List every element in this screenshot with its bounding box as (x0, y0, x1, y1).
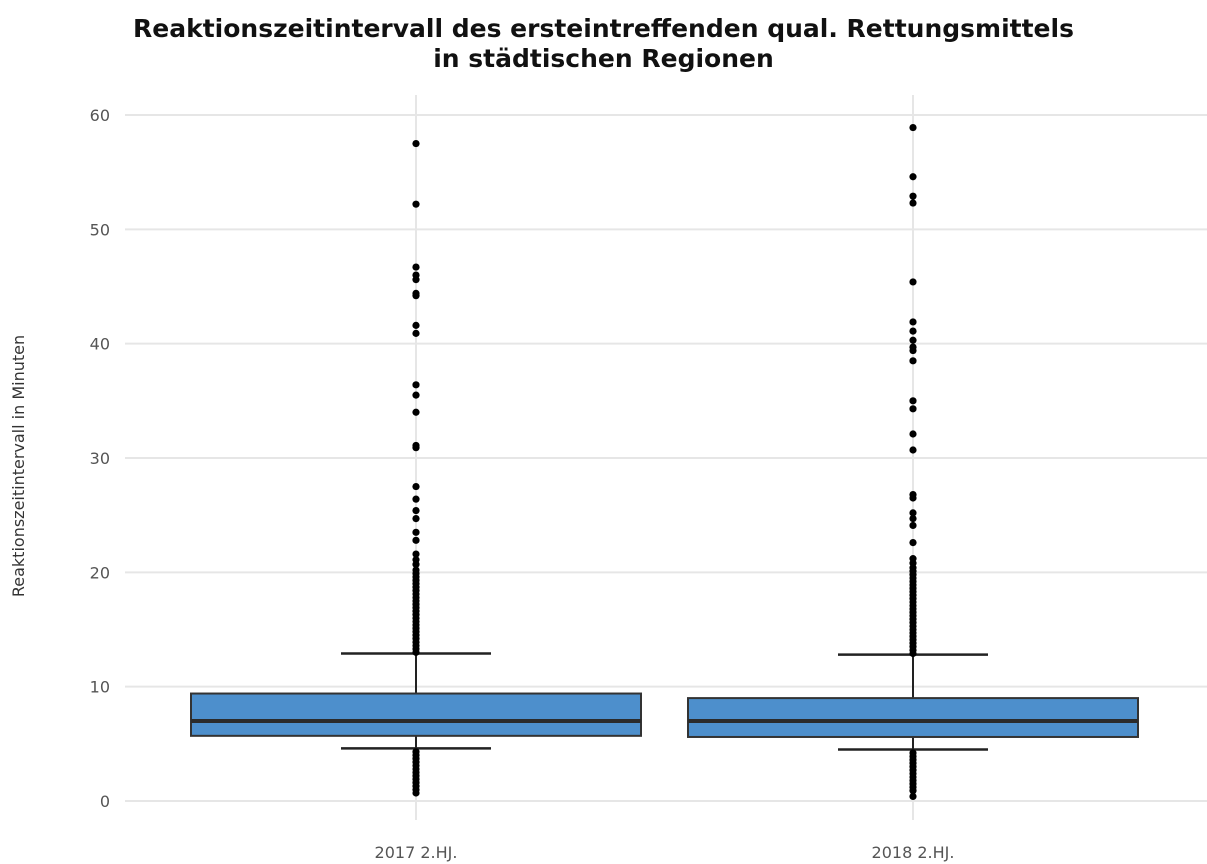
outlier-point (909, 430, 917, 438)
outlier-point (412, 321, 420, 329)
outlier-point (412, 200, 420, 208)
y-tick-label-50: 50 (90, 220, 110, 239)
outlier-point (909, 357, 917, 365)
outlier-point (909, 494, 917, 502)
outlier-point (909, 278, 917, 286)
y-tick-label-0: 0 (100, 792, 110, 811)
x-tick-label-2: 2018 2.HJ. (872, 843, 955, 862)
outlier-point (412, 263, 420, 271)
outlier-point (412, 329, 420, 337)
chart-title-line-1: Reaktionszeitintervall des ersteintreffe… (133, 14, 1074, 43)
outlier-point (909, 539, 917, 547)
outlier-point (412, 276, 420, 284)
iqr-box (687, 697, 1139, 738)
outlier-point (909, 514, 917, 523)
outlier-point (909, 199, 917, 207)
outlier-point (412, 506, 420, 515)
outlier-point (412, 381, 420, 389)
outlier-point (412, 408, 420, 416)
outlier-point (412, 482, 420, 491)
outlier-point (412, 560, 420, 568)
outlier-point (909, 336, 917, 344)
outlier-point (412, 789, 420, 797)
outlier-point (909, 123, 917, 132)
y-tick-label-10: 10 (90, 678, 110, 697)
outlier-point (909, 192, 917, 200)
outlier-point (909, 509, 917, 517)
box-2 (687, 123, 1139, 801)
outlier-point (412, 648, 420, 656)
chart-subtitle: in städtischen Regionen (433, 44, 774, 73)
y-tick-label-60: 60 (90, 106, 110, 125)
outlier-point (909, 649, 917, 658)
outlier-point (412, 536, 420, 544)
outlier-point (909, 792, 917, 801)
y-tick-label-20: 20 (90, 563, 110, 582)
box-1 (190, 139, 642, 797)
y-axis-title: Reaktionszeitintervall in Minuten (9, 335, 28, 597)
chart-title: Reaktionszeitintervall des ersteintreffe… (0, 14, 1207, 74)
outlier-point (909, 327, 917, 335)
outlier-point (412, 391, 420, 399)
outlier-point (412, 139, 420, 148)
outlier-point (909, 405, 917, 413)
outlier-point (412, 550, 420, 558)
iqr-box (190, 692, 642, 737)
outlier-point (412, 292, 420, 300)
outlier-point (412, 528, 420, 536)
y-tick-label-30: 30 (90, 449, 110, 468)
boxplot-series (190, 123, 1139, 801)
axes: 0 10 20 30 40 50 60 2017 2.HJ. 2018 2.HJ. (90, 106, 955, 862)
x-tick-label-1: 2017 2.HJ. (375, 843, 458, 862)
outlier-point (909, 346, 917, 355)
outlier-point (412, 495, 420, 503)
outlier-point (909, 787, 917, 795)
outlier-point (909, 397, 917, 405)
outlier-point (909, 318, 917, 326)
outlier-point (412, 444, 420, 452)
outlier-point (909, 521, 917, 530)
outlier-point (909, 446, 917, 454)
outlier-point (412, 514, 420, 523)
outlier-point (909, 173, 917, 181)
y-tick-label-40: 40 (90, 335, 110, 354)
